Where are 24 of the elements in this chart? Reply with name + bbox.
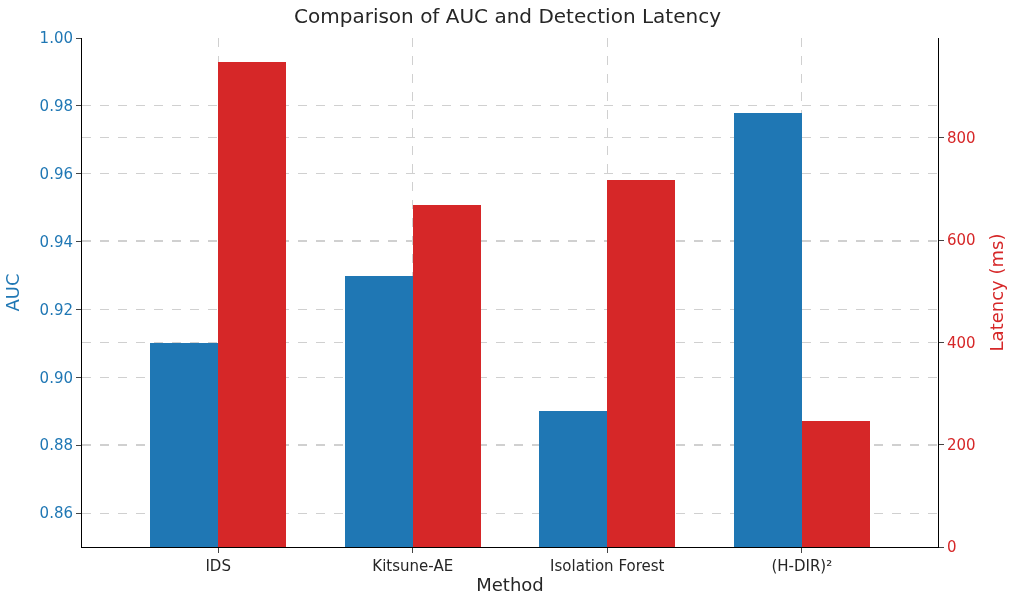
y-tick-label: 0.96 bbox=[39, 164, 73, 183]
bar bbox=[218, 62, 286, 547]
y-tick-label: 0.92 bbox=[39, 300, 73, 319]
y2-axis-title: Latency (ms) bbox=[985, 233, 1007, 352]
y-tick-label: 0.88 bbox=[39, 436, 73, 455]
x-axis-title: Method bbox=[476, 574, 544, 596]
y-tick-label: 0.94 bbox=[39, 232, 73, 251]
y-tick-label: 0.98 bbox=[39, 97, 73, 116]
y-tick-label: 0.86 bbox=[39, 504, 73, 523]
y-axis-title: AUC bbox=[1, 273, 23, 312]
y2-tick-label: 800 bbox=[947, 129, 976, 147]
x-tick-label: Kitsune-AE bbox=[372, 557, 454, 575]
bar bbox=[802, 421, 870, 547]
x-tick-label: Isolation Forest bbox=[550, 557, 665, 575]
chart-title: Comparison of AUC and Detection Latency bbox=[294, 4, 722, 29]
y-tick-label: 1.00 bbox=[39, 29, 73, 48]
y2-tick-label: 400 bbox=[947, 333, 976, 352]
x-tick-label: IDS bbox=[205, 557, 231, 575]
y2-tick-label: 600 bbox=[947, 231, 976, 250]
bar bbox=[607, 180, 675, 547]
x-tick-label: (H-DIR)² bbox=[771, 557, 833, 575]
y2-tick-label: 0 bbox=[947, 538, 957, 557]
y-tick-label: 0.90 bbox=[39, 368, 73, 387]
y2-tick-label: 200 bbox=[947, 435, 976, 454]
